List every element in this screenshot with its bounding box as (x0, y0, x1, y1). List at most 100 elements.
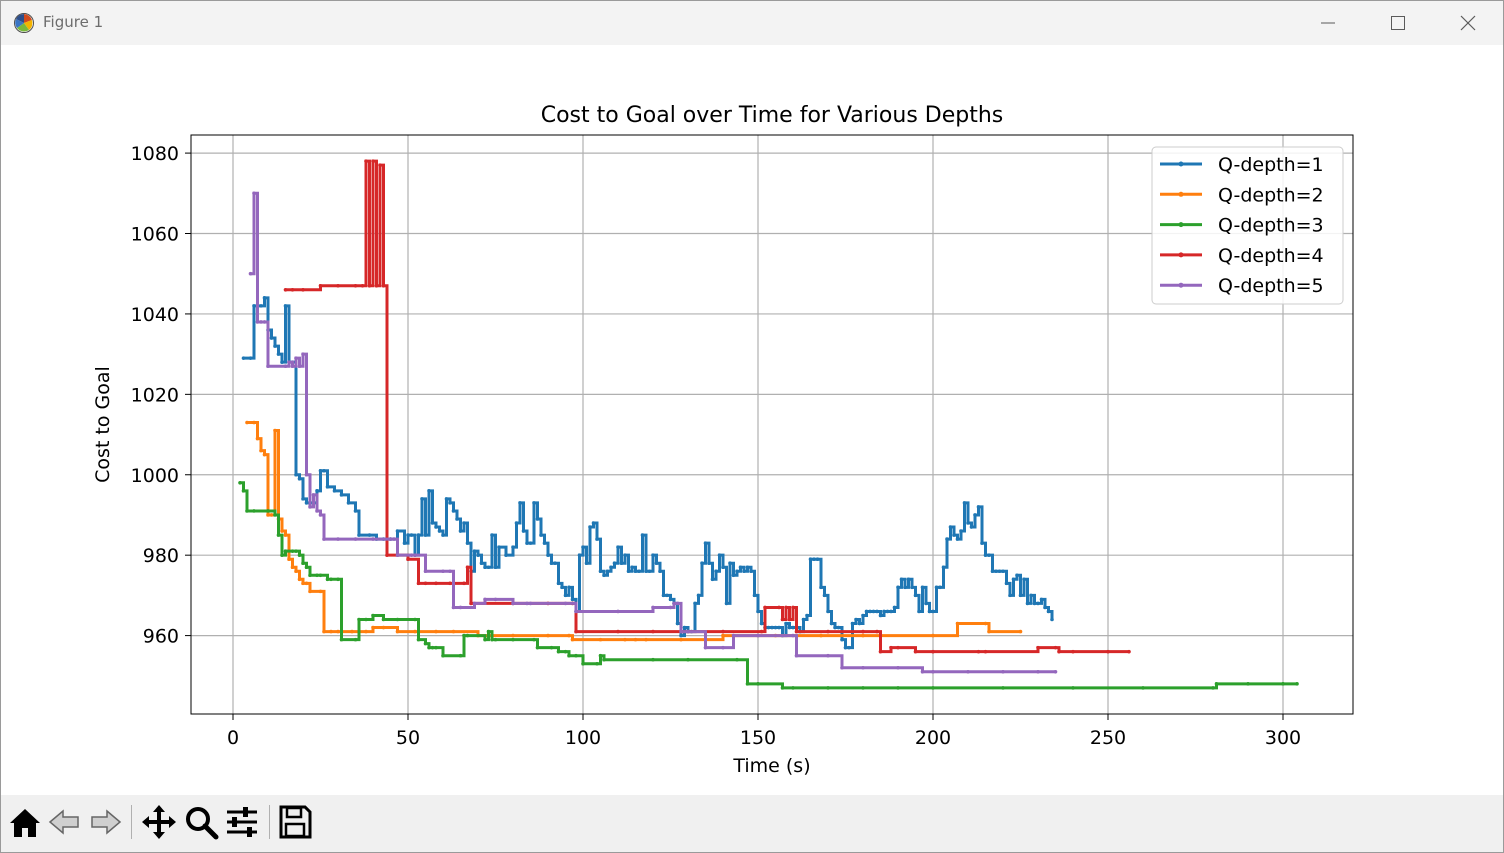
y-tick-label: 1000 (131, 465, 179, 487)
data-point (444, 497, 449, 501)
data-point (1001, 669, 1005, 674)
data-point (994, 569, 998, 574)
data-point (353, 537, 358, 541)
pan-button[interactable] (140, 803, 178, 841)
data-point (924, 601, 928, 606)
home-button[interactable] (6, 803, 44, 841)
data-point (948, 525, 953, 529)
data-point (441, 653, 445, 658)
legend-label: Q-depth=4 (1218, 245, 1324, 267)
data-point (913, 649, 918, 654)
data-point (700, 561, 704, 566)
data-point (252, 420, 256, 425)
data-point (983, 553, 988, 557)
data-point (644, 569, 648, 574)
data-point (276, 533, 281, 537)
data-point (304, 581, 309, 586)
data-point (630, 565, 634, 570)
data-point (714, 569, 718, 574)
data-point (490, 533, 494, 537)
data-point (416, 581, 421, 586)
data-point (392, 537, 396, 541)
data-point (430, 521, 435, 525)
data-point (885, 609, 890, 614)
data-point (416, 637, 421, 642)
data-point (749, 569, 753, 574)
data-point (938, 585, 942, 590)
data-point (525, 541, 529, 545)
data-point (1018, 629, 1023, 634)
data-point (420, 497, 424, 501)
data-point (455, 517, 459, 521)
axes-frame (190, 134, 1354, 715)
data-point (861, 629, 865, 634)
data-point (686, 657, 690, 662)
maximize-icon[interactable] (1363, 1, 1433, 45)
data-point (584, 561, 589, 566)
data-point (336, 577, 340, 582)
data-point (353, 637, 358, 642)
data-point (280, 360, 284, 364)
data-point (752, 593, 757, 598)
data-point (493, 597, 498, 602)
data-point (861, 633, 865, 638)
data-point (633, 637, 638, 642)
zoom-button[interactable] (182, 803, 220, 841)
data-point (427, 489, 431, 493)
data-point (483, 597, 487, 602)
data-point (413, 553, 417, 557)
data-point (297, 577, 302, 582)
data-point (644, 637, 648, 642)
data-point (290, 288, 295, 292)
data-point (703, 645, 708, 650)
data-point (283, 304, 288, 308)
data-point (245, 420, 249, 425)
minimize-icon[interactable] (1293, 1, 1363, 45)
data-point (493, 637, 498, 642)
data-point (759, 621, 764, 626)
back-button[interactable] (46, 803, 84, 841)
data-point (966, 521, 970, 525)
y-axis-ticks: 960 980 1000 1020 1040 1060 1080 (131, 143, 191, 648)
y-axis-label: Cost to Goal (92, 366, 114, 483)
data-point (434, 629, 438, 634)
data-point (595, 537, 599, 541)
data-point (304, 472, 309, 477)
data-point (840, 665, 844, 670)
data-point (780, 617, 785, 622)
data-point (301, 288, 305, 292)
data-point (616, 629, 620, 634)
data-point (962, 501, 967, 505)
forward-button[interactable] (86, 803, 124, 841)
y-tick-label: 1040 (131, 304, 179, 326)
data-point (850, 621, 855, 626)
data-point (756, 609, 760, 614)
toolbar-separator (269, 805, 270, 839)
y-tick-label: 1080 (131, 143, 179, 165)
data-point (1008, 593, 1012, 598)
data-point (675, 601, 680, 606)
data-point (553, 561, 557, 566)
x-axis-ticks: 0 50 100 150 200 250 300 (227, 714, 1301, 749)
data-point (269, 513, 274, 517)
data-point (255, 320, 260, 324)
data-point (899, 577, 904, 582)
data-point (903, 585, 907, 590)
close-icon[interactable] (1433, 1, 1503, 45)
data-point (493, 565, 498, 570)
data-point (861, 613, 865, 618)
data-point (665, 593, 669, 598)
data-point (451, 605, 456, 610)
data-point (616, 609, 620, 614)
zoom-icon (186, 807, 219, 840)
data-point (1246, 682, 1250, 686)
configure-subplots-button[interactable] (223, 803, 261, 841)
data-point (756, 682, 760, 686)
data-point (304, 565, 309, 570)
save-button[interactable] (276, 803, 314, 841)
data-point (577, 553, 582, 557)
data-point (364, 617, 368, 622)
data-point (710, 577, 715, 582)
data-point (605, 569, 610, 574)
data-point (406, 533, 410, 537)
